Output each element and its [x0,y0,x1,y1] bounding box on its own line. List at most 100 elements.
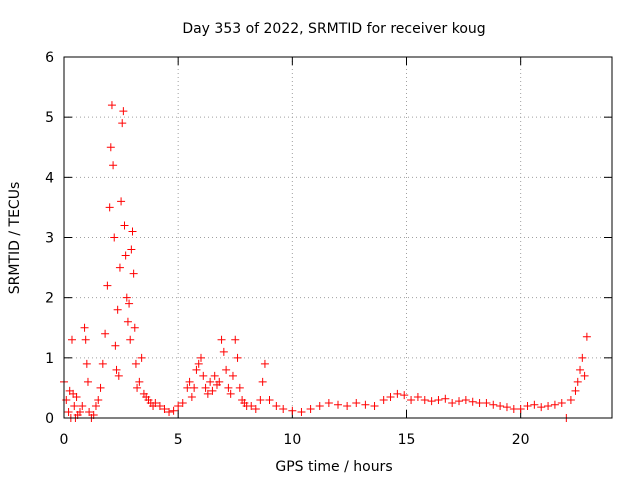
data-point [256,395,265,404]
data-point [122,293,131,302]
data-point [573,377,582,386]
data-point [306,404,315,413]
data-point [343,401,352,410]
data-point [85,407,94,416]
data-point [420,395,429,404]
data-point [115,263,124,272]
data-point [233,353,242,362]
data-point [413,392,422,401]
data-point [455,397,464,406]
data-point [111,341,120,350]
data-point [228,371,237,380]
plot-frame [63,56,613,419]
y-tick-label: 6 [45,50,54,66]
data-point [109,161,118,170]
data-point [324,398,333,407]
data-point [226,389,235,398]
data-point [151,398,160,407]
data-point [427,397,436,406]
data-point [576,365,585,374]
data-point [80,323,89,332]
data-point [133,383,142,392]
data-point [174,401,183,410]
data-point [379,395,388,404]
data-point [119,107,128,116]
data-point [208,386,217,395]
data-point [288,406,297,415]
y-tick-label: 3 [45,231,54,247]
data-point [64,407,73,416]
data-point [101,329,110,338]
data-point [118,119,127,128]
data-point [199,371,208,380]
data-point [197,353,205,362]
grid [64,57,612,418]
data-point [105,203,114,212]
data-point [509,404,518,413]
data-point [461,395,470,404]
data-point [297,407,306,416]
y-axis-label: SRMTID / TECUs [7,182,23,295]
data-point [103,281,112,290]
data-point [67,335,76,344]
data-point [258,377,267,386]
data-point [203,389,212,398]
data-point [106,143,115,152]
x-tick-label: 20 [512,432,530,448]
data-point [265,395,274,404]
data-point [183,383,192,392]
data-point [530,400,539,409]
data-point [215,377,224,386]
data-point [129,269,138,278]
data-point [120,221,129,230]
data-point [578,353,587,362]
data-point [192,365,201,374]
data-point [135,377,144,386]
data-point [123,317,132,326]
data-point [137,353,146,362]
data-point [107,101,116,110]
data-point [190,383,199,392]
data-point [279,404,288,413]
data-point [496,401,505,410]
x-tick-label: 0 [60,432,69,448]
data-point [448,398,457,407]
data-point [98,359,107,368]
data-point [468,397,477,406]
data-point [112,365,121,374]
data-point [260,359,269,368]
data-point [566,395,575,404]
x-tick-label: 15 [398,432,416,448]
data-point [334,400,342,409]
data-point [219,347,228,356]
y-tick-label: 1 [45,351,54,367]
data-point [83,377,92,386]
data-point [169,406,178,415]
data-point [571,386,580,395]
data-point [127,245,136,254]
data-point [224,383,233,392]
data-point [482,398,491,407]
y-tick-label: 5 [45,110,54,126]
data-point [516,404,525,413]
data-point [130,323,139,332]
data-point [352,398,361,407]
data-point [393,389,402,398]
data-points [60,101,591,422]
data-point [557,398,566,407]
data-point [75,407,84,416]
data-point [231,335,240,344]
chart-title: Day 353 of 2022, SRMTID for receiver kou… [182,21,485,37]
data-point [160,404,169,413]
data-point [235,383,244,392]
data-point [537,403,546,412]
data-point [407,395,416,404]
data-point [475,398,484,407]
data-point [441,394,450,403]
x-tick-label: 5 [174,432,183,448]
data-point [272,401,281,410]
x-axis-label: GPS time / hours [275,459,392,475]
data-point [117,197,126,206]
